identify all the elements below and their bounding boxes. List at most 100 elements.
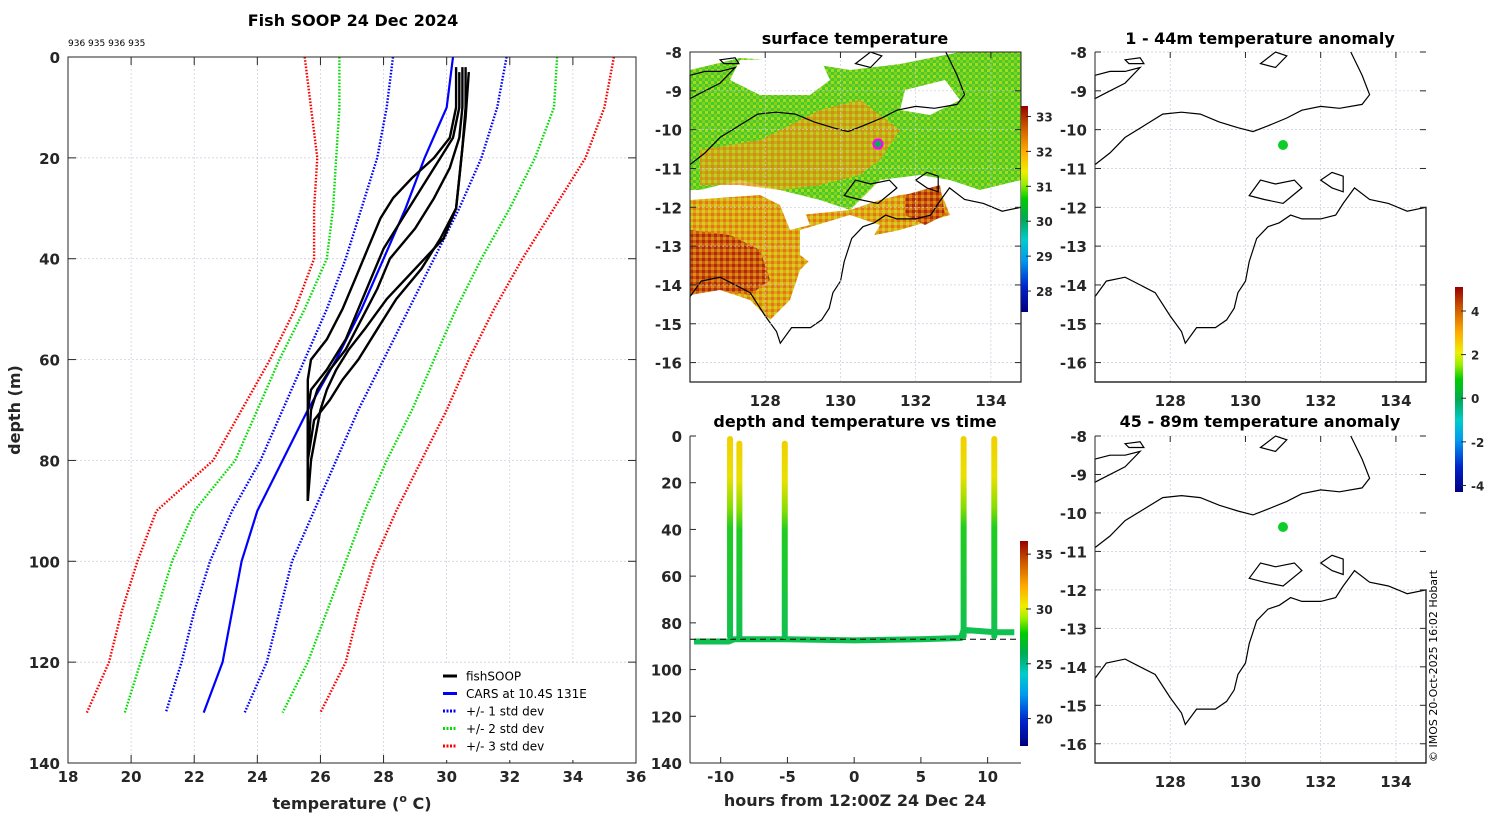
y-tick-label: 80 [661, 615, 682, 633]
anomaly-colorbar-ticks: -4 -2 0 2 4 [1461, 305, 1484, 493]
y-tick-label: 60 [39, 352, 60, 370]
colorbar-tick-label: 32 [1036, 145, 1053, 159]
land-island [843, 179, 898, 205]
series-line [306, 72, 461, 501]
sst-map-ticks: 128 130 132 134 -8 -9 -10 -11 -12 -13 -14 -15 -16 [655, 44, 1021, 410]
anomaly-map-45-89m: 45 - 89m temperature anomaly 128 130 132 13… [1060, 412, 1427, 791]
legend-label: fishSOOP [466, 670, 521, 684]
y-tick-label: 60 [661, 568, 682, 586]
land-island [1319, 554, 1344, 576]
legend-label: CARS at 10.4S 131E [466, 687, 587, 701]
land-island [1248, 179, 1303, 205]
sst-title: surface temperature [762, 29, 949, 48]
credit-text: © IMOS 20-Oct-2025 16:02 Hobart [1427, 569, 1440, 762]
bathymetry-contour [1094, 51, 1371, 166]
anomaly-45-89-marker [1278, 522, 1288, 532]
series-line [281, 56, 559, 714]
y-tick-label: 120 [29, 654, 60, 672]
lon-tick-label: 132 [1305, 392, 1336, 410]
series-line [319, 56, 616, 714]
lat-tick-label: -14 [655, 277, 682, 295]
lat-tick-label: -14 [1060, 659, 1087, 677]
lon-tick-label: 130 [1230, 392, 1261, 410]
x-tick-label: 32 [499, 768, 520, 786]
series-line [164, 56, 395, 713]
lon-tick-label: 128 [1155, 392, 1186, 410]
anomaly-45-89-grid [1095, 435, 1426, 763]
bathymetry-contour [1094, 435, 1371, 549]
lat-tick-label: -16 [1060, 355, 1087, 373]
y-tick-label: 40 [661, 521, 682, 539]
legend-box [432, 664, 632, 760]
lat-tick-label: -15 [1060, 697, 1087, 715]
x-tick-label: 24 [247, 768, 268, 786]
lat-tick-label: -12 [1060, 582, 1087, 600]
land-island [1123, 57, 1146, 65]
time-depth-data [690, 436, 1021, 645]
colorbar-tick-label: -4 [1471, 479, 1484, 493]
anomaly-45-89-title: 45 - 89m temperature anomaly [1120, 412, 1401, 431]
profile-cast [991, 436, 998, 640]
bottom-track [694, 626, 1015, 645]
lat-tick-label: -16 [1060, 736, 1087, 754]
profile-legend: fishSOOP CARS at 10.4S 131E +/- 1 std dev +… [432, 664, 632, 760]
anomaly-45-89-coastline [1094, 435, 1427, 764]
land-island [689, 66, 738, 100]
sst-colorbar [1021, 106, 1028, 312]
colorbar-tick-label: 2 [1471, 349, 1479, 363]
x-tick-label: 10 [977, 768, 998, 786]
y-tick-label: 20 [39, 150, 60, 168]
land-island [914, 171, 939, 193]
lat-tick-label: -11 [1060, 160, 1087, 178]
sst-colorbar-ticks: 28 29 30 31 32 33 [1026, 110, 1053, 299]
sst-data-hot-east [905, 185, 945, 225]
colorbar-tick-label: 4 [1471, 305, 1479, 319]
lon-tick-label: 132 [1305, 773, 1336, 791]
x-tick-label: 36 [626, 768, 647, 786]
colorbar-tick-label: 33 [1036, 110, 1053, 124]
lat-tick-label: -13 [655, 238, 682, 256]
y-tick-label: 80 [39, 452, 60, 470]
lat-tick-label: -12 [1060, 199, 1087, 217]
lon-tick-label: 132 [900, 392, 931, 410]
profile-ticks: 18 20 22 24 26 28 30 32 34 36 0 20 40 60 80 100 120 140 [29, 49, 647, 786]
anomaly-map-1-44m: 1 - 44m temperature anomaly 128 130 132 134… [1060, 29, 1427, 410]
lat-tick-label: -14 [1060, 277, 1087, 295]
land-island [1259, 435, 1288, 453]
sst-map: surface temperature 128 130 132 134 -8 -9 -10 -… [655, 29, 1053, 410]
y-tick-label: 100 [29, 553, 60, 571]
anomaly-colorbar [1455, 287, 1463, 492]
profile-cast [727, 436, 734, 640]
profile-grid [67, 56, 637, 764]
anomaly-1-44-grid [1095, 51, 1426, 382]
anomaly-1-44-coastline [1094, 51, 1427, 383]
profile-xlabel: temperature (o C) [272, 792, 431, 813]
time-depth-xlabel: hours from 12:00Z 24 Dec 24 [724, 791, 986, 810]
x-tick-label: 30 [436, 768, 457, 786]
series-line [243, 56, 508, 714]
lat-tick-label: -9 [1070, 466, 1087, 484]
land-island [1259, 51, 1288, 69]
profile-axes-box [67, 56, 637, 764]
y-tick-label: 100 [651, 662, 682, 680]
lat-tick-label: -11 [655, 160, 682, 178]
x-tick-label: -10 [707, 768, 734, 786]
ship-location-marker [872, 138, 884, 150]
land-island [1094, 450, 1143, 484]
profile-lines [85, 56, 616, 714]
time-depth-plot: depth and temperature vs time -10 -5 0 5 100… [651, 412, 1053, 810]
x-tick-label: 0 [849, 768, 859, 786]
profile-title: Fish SOOP 24 Dec 2024 [248, 11, 458, 30]
series-line [306, 72, 470, 501]
x-tick-label: 18 [58, 768, 79, 786]
lat-tick-label: -12 [655, 199, 682, 217]
lat-tick-label: -8 [665, 44, 682, 62]
land-island [1094, 66, 1143, 100]
x-tick-label: -5 [779, 768, 796, 786]
y-tick-label: 140 [29, 755, 60, 773]
lat-tick-label: -11 [1060, 543, 1087, 561]
x-tick-label: 28 [373, 768, 394, 786]
x-tick-label: 5 [916, 768, 926, 786]
land-island [1319, 171, 1344, 193]
